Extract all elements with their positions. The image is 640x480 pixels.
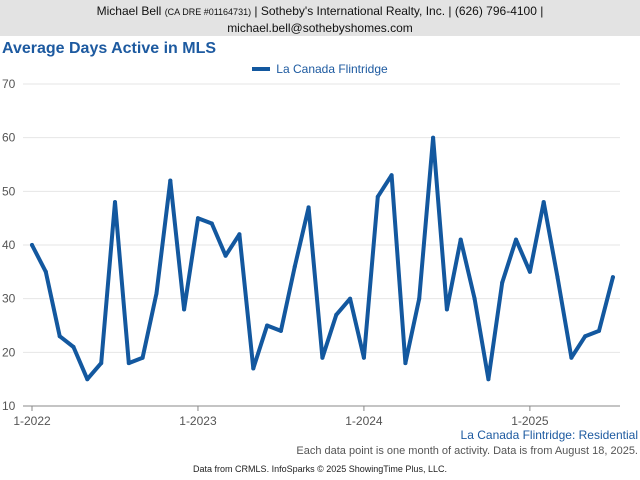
- data-point: [610, 275, 615, 280]
- agent-line-1: Michael Bell (CA DRE #01164731) | Sotheb…: [0, 3, 640, 20]
- y-tick-label: 50: [2, 184, 16, 198]
- data-point: [43, 269, 48, 274]
- series-line-la-canada-flintridge: [30, 135, 615, 382]
- y-tick-label: 40: [2, 238, 16, 252]
- data-point: [541, 200, 546, 205]
- data-point: [486, 377, 491, 382]
- agent-company-phone: | Sotheby's International Realty, Inc. |…: [254, 4, 544, 18]
- data-point: [237, 232, 242, 237]
- data-point: [196, 216, 200, 221]
- data-point: [182, 307, 187, 312]
- chart-legend[interactable]: La Canada Flintridge: [0, 62, 640, 76]
- data-point: [375, 194, 380, 199]
- series-layer: [30, 135, 615, 382]
- data-point: [555, 275, 560, 280]
- x-tick-label: 1-2025: [511, 414, 549, 428]
- data-point: [417, 296, 422, 301]
- data-point: [348, 296, 353, 301]
- agent-name: Michael Bell: [96, 4, 162, 18]
- region-label: La Canada Flintridge: Residential: [460, 428, 638, 442]
- data-point: [569, 355, 574, 360]
- data-point: [251, 366, 256, 371]
- data-point: [361, 355, 366, 360]
- data-point: [292, 264, 297, 269]
- y-tick-label: 60: [2, 131, 16, 145]
- agent-email[interactable]: michael.bell@sothebyshomes.com: [227, 21, 413, 35]
- data-point: [597, 328, 601, 333]
- x-tick-label: 1-2023: [179, 414, 217, 428]
- data-point: [583, 334, 588, 339]
- legend-swatch: [252, 66, 271, 71]
- y-tick-label: 20: [2, 345, 16, 359]
- y-tick-label: 70: [2, 77, 16, 91]
- chart-title: Average Days Active in MLS: [2, 40, 217, 57]
- data-point: [154, 291, 159, 296]
- agent-license: (CA DRE #01164731): [164, 7, 252, 17]
- data-point: [99, 361, 104, 366]
- x-tick-label: 1-2022: [13, 414, 51, 428]
- legend-label: La Canada Flintridge: [276, 62, 388, 76]
- data-point: [444, 307, 449, 312]
- agent-header: Michael Bell (CA DRE #01164731) | Sotheb…: [0, 0, 640, 36]
- x-axis: 1-2022 1-2023 1-2024 1-2025: [13, 405, 620, 428]
- data-point: [306, 205, 311, 210]
- data-point: [472, 296, 477, 301]
- data-point: [113, 200, 117, 205]
- data-point: [126, 361, 131, 366]
- data-point: [389, 173, 394, 178]
- data-point: [320, 355, 325, 360]
- data-point: [168, 178, 173, 183]
- data-point: [500, 280, 505, 285]
- data-point: [209, 221, 214, 226]
- y-tick-label: 30: [2, 292, 16, 306]
- data-point: [223, 253, 228, 258]
- data-point: [458, 237, 463, 242]
- data-point: [265, 323, 270, 328]
- data-point: [71, 345, 76, 349]
- data-point: [30, 243, 34, 247]
- data-point: [514, 237, 518, 242]
- y-tick-label: 10: [2, 399, 16, 413]
- data-point: [403, 361, 408, 366]
- y-axis: 10 20 30 40 50 60 70: [2, 77, 16, 413]
- data-source: Data from CRMLS. InfoSparks © 2025 Showi…: [193, 464, 447, 474]
- x-tick-label: 1-2024: [345, 414, 383, 428]
- data-point: [57, 334, 62, 339]
- data-point: [527, 269, 532, 274]
- data-point: [85, 377, 90, 382]
- data-point: [334, 312, 339, 317]
- data-note: Each data point is one month of activity…: [296, 445, 638, 457]
- data-point: [278, 328, 283, 333]
- data-point: [140, 355, 145, 360]
- data-point: [431, 135, 436, 140]
